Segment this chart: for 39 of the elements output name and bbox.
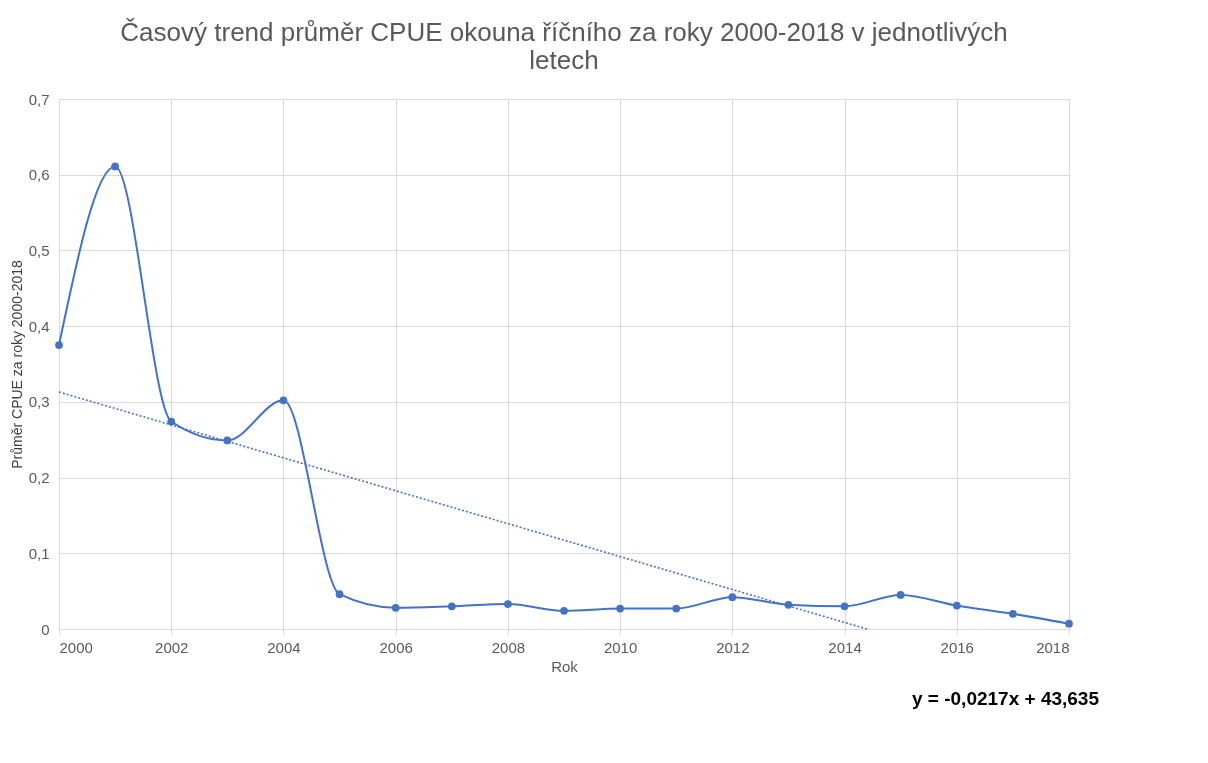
y-tick-label: 0,5 xyxy=(28,241,50,259)
point xyxy=(1065,619,1073,628)
point xyxy=(335,590,344,599)
y-tick-label: 0,4 xyxy=(28,317,50,335)
point xyxy=(504,600,512,608)
y-tick-label: 0,1 xyxy=(28,544,50,562)
point xyxy=(111,162,119,171)
point xyxy=(896,591,905,599)
x-tick-label: 2016 xyxy=(940,638,974,656)
x-tick-label: 2014 xyxy=(828,638,862,656)
y-tick-label: 0,2 xyxy=(28,469,50,487)
x-axis-title: Rok xyxy=(551,657,579,675)
point xyxy=(55,341,63,349)
point xyxy=(391,603,400,612)
point xyxy=(1009,609,1017,618)
x-tick-label: 2018 xyxy=(1036,638,1070,656)
y-tick-label: 0 xyxy=(41,620,50,638)
y-tick-label: 0,3 xyxy=(28,393,50,411)
text: y = -0,0217x + 43,635 xyxy=(912,688,1100,709)
point xyxy=(728,593,737,602)
y-tick-label: 0,7 xyxy=(28,90,50,108)
point xyxy=(840,602,849,611)
point xyxy=(167,417,176,426)
y-axis-title: Průměr CPUE za roky 2000-2018 xyxy=(8,260,25,469)
chart-title: Časový trend průměr CPUE okouna říčního za roky 2000-2018 v jednotlivých letech xyxy=(120,17,1008,75)
x-tick-label: 2000 xyxy=(59,638,93,656)
x-tick-label: 2004 xyxy=(267,638,301,656)
y-tick-label: 0,6 xyxy=(28,166,50,184)
point xyxy=(447,602,456,611)
point xyxy=(279,396,288,405)
x-tick-label: 2010 xyxy=(603,638,638,656)
x-tick-label: 2008 xyxy=(491,638,526,656)
x-tick-label: 2002 xyxy=(155,638,189,656)
x-tick-label: 2006 xyxy=(379,638,413,656)
point xyxy=(672,604,681,613)
point xyxy=(560,606,568,615)
point xyxy=(616,604,624,613)
x-tick-label: 2012 xyxy=(716,638,750,656)
point xyxy=(952,601,961,610)
